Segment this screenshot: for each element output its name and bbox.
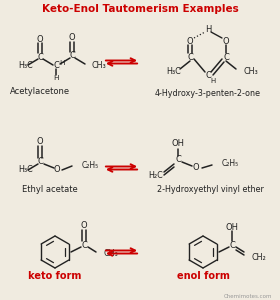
Text: O: O [54,166,60,175]
Text: Chemimotes.com: Chemimotes.com [224,293,272,298]
Text: CH₂: CH₂ [251,253,266,262]
Text: OH: OH [171,140,185,148]
Text: C: C [69,52,75,61]
Text: O: O [81,221,87,230]
Text: C: C [37,158,43,166]
Text: C: C [37,52,43,62]
Text: O: O [193,164,199,172]
Text: C: C [205,70,211,80]
Text: OH: OH [225,223,239,232]
Text: O: O [69,34,75,43]
Text: keto form: keto form [28,271,82,281]
Text: CH₃: CH₃ [91,61,106,70]
Text: O: O [37,137,43,146]
Text: H₂C: H₂C [149,172,163,181]
Text: O: O [37,34,43,43]
Text: 2-Hydroxyethyl vinyl ether: 2-Hydroxyethyl vinyl ether [157,185,263,194]
Text: 4-Hydroxy-3-penten-2-one: 4-Hydroxy-3-penten-2-one [155,88,261,98]
Text: C: C [187,52,193,62]
Text: Keto-Enol Tautomerism Examples: Keto-Enol Tautomerism Examples [42,4,238,14]
Text: C: C [223,52,229,62]
Text: H₃C: H₃C [18,166,33,175]
Text: H: H [210,78,216,84]
Text: H: H [53,75,59,81]
Text: C₂H₅: C₂H₅ [222,160,239,169]
Text: CH₃: CH₃ [244,68,259,76]
Text: H: H [205,25,211,34]
Text: H: H [59,60,65,66]
Text: O: O [223,37,229,46]
Text: C: C [175,155,181,164]
Text: O: O [187,37,193,46]
Text: C: C [229,241,235,250]
Text: CH₃: CH₃ [103,250,118,259]
Text: C₂H₅: C₂H₅ [82,160,99,169]
Text: H₃C: H₃C [18,61,33,70]
Text: C: C [53,61,59,70]
Text: C: C [81,241,87,250]
Text: enol form: enol form [177,271,229,281]
Text: H₃C: H₃C [167,67,181,76]
Text: Acetylacetone: Acetylacetone [10,86,70,95]
Text: Ethyl acetate: Ethyl acetate [22,185,78,194]
